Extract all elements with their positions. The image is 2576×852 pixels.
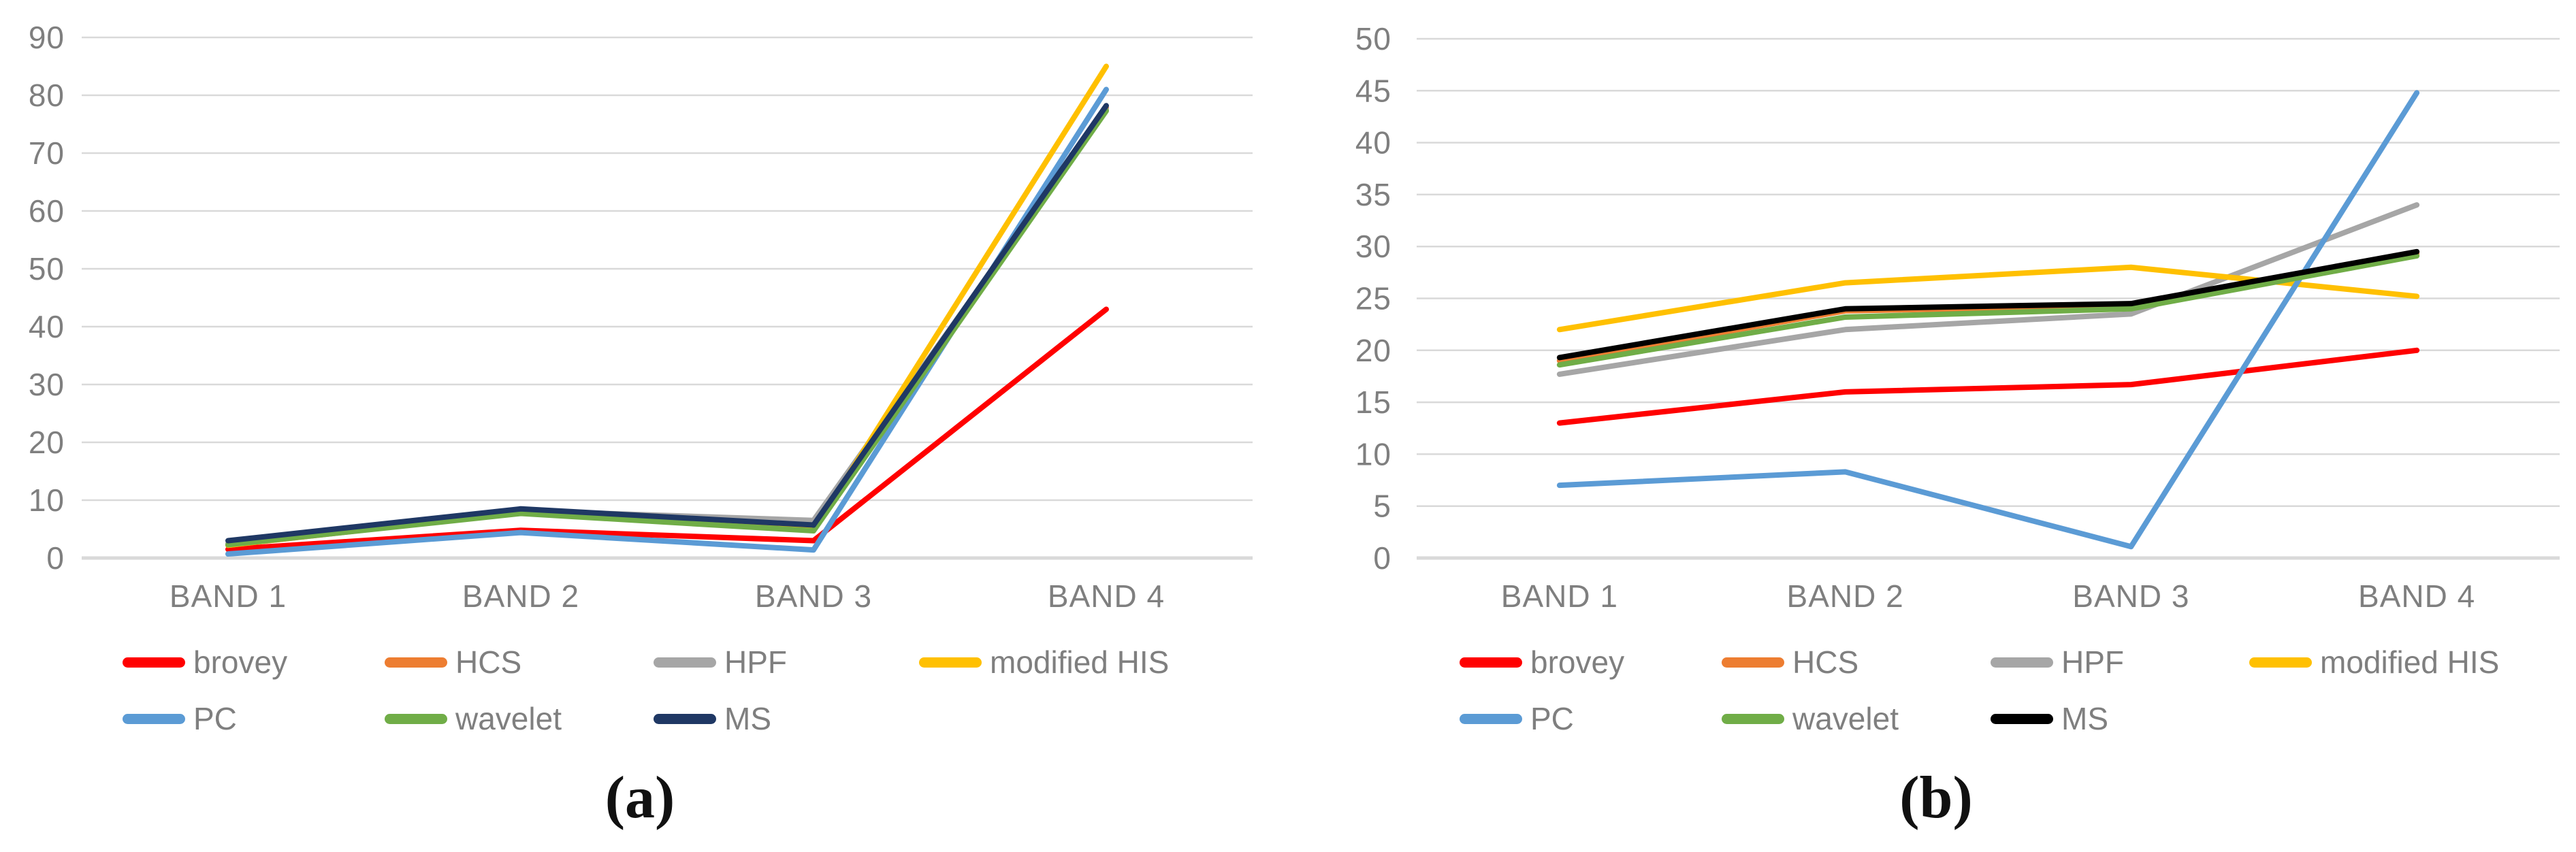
series-line-brovey	[1556, 347, 2420, 426]
legend-label: HPF	[724, 644, 787, 680]
legend-item-brovey: brovey	[123, 644, 287, 680]
legend-item-MS: MS	[654, 701, 771, 736]
x-category-label: BAND 1	[1501, 578, 1618, 614]
legend-label: modified HIS	[990, 644, 1170, 680]
y-tick-label: 20	[29, 425, 65, 460]
legend-label: modified HIS	[2320, 644, 2500, 680]
series-line-MS	[225, 103, 1109, 544]
legend-item-HPF: HPF	[654, 644, 787, 680]
legend-label: wavelet	[1792, 701, 1899, 736]
legend-item-brovey: brovey	[1460, 644, 1624, 680]
chart-panel-b: 0 5 10 15 20 25 30 35 40 45 50 BAND 1 BAND 2 BAND 3 BA…	[1296, 0, 2576, 852]
legend-item-wavelet: wavelet	[385, 701, 562, 736]
legend-item-modified-HIS: modified HIS	[2249, 644, 2499, 680]
series-line-brovey	[225, 306, 1109, 553]
x-category-label: BAND 2	[462, 578, 579, 614]
y-tick-label: 0	[1373, 540, 1391, 576]
y-tick-label: 15	[1355, 384, 1391, 420]
legend-label: HCS	[455, 644, 522, 680]
legend-item-MS: MS	[1991, 701, 2108, 736]
legend-b: brovey HCS HPF modified HIS PC wavelet MS	[1296, 0, 2576, 734]
x-category-label: BAND 3	[755, 578, 872, 614]
y-tick-label: 25	[1355, 281, 1391, 316]
legend-label: MS	[724, 701, 771, 736]
series-line-modified-HIS	[225, 63, 1109, 548]
legend-swatch-brovey	[1460, 657, 1522, 668]
legend-a: brovey HCS HPF modified HIS PC wavelet MS	[0, 0, 1280, 734]
series-line-wavelet	[1556, 252, 2420, 368]
legend-swatch-HPF	[1991, 657, 2053, 668]
series-line-PC	[1556, 90, 2420, 550]
legend-swatch-PC	[123, 713, 185, 724]
legend-swatch-PC	[1460, 713, 1522, 724]
legend-swatch-wavelet	[385, 713, 447, 724]
legend-swatch-HPF	[654, 657, 716, 668]
y-tick-label: 50	[29, 251, 65, 286]
line-chart-b: 0 5 10 15 20 25 30 35 40 45 50 BAND 1 BAND 2 BAND 3 BA…	[1355, 21, 2560, 614]
x-category-label: BAND 1	[170, 578, 287, 614]
legend-label: PC	[1530, 701, 1574, 736]
legend-swatch-MS	[654, 713, 716, 724]
y-tick-label: 40	[29, 309, 65, 344]
legend-swatch-HCS	[385, 657, 447, 668]
y-tick-label: 80	[29, 78, 65, 113]
chart-panel-a: 0 10 20 30 40 50 60 70 80 90 BAND 1 BAND 2 BAND 3 BAN…	[0, 0, 1280, 852]
legend-item-HPF: HPF	[1991, 644, 2124, 680]
legend-swatch-brovey	[123, 657, 185, 668]
legend-item-HCS: HCS	[385, 644, 521, 680]
legend-label: brovey	[1530, 644, 1625, 680]
y-tick-label: 20	[1355, 333, 1391, 368]
legend-swatch-modified-HIS	[919, 657, 982, 668]
legend-item-PC: PC	[1460, 701, 1574, 736]
x-category-label: BAND 4	[2358, 578, 2475, 614]
legend-item-HCS: HCS	[1722, 644, 1858, 680]
y-tick-label: 5	[1373, 489, 1391, 524]
legend-label: wavelet	[455, 701, 562, 736]
series-line-wavelet	[225, 108, 1109, 548]
caption-b: (b)	[1899, 765, 1973, 831]
legend-label: HPF	[2061, 644, 2124, 680]
y-tick-label: 10	[29, 482, 65, 518]
x-category-label: BAND 3	[2072, 578, 2189, 614]
legend-swatch-MS	[1991, 713, 2053, 724]
y-tick-label: 30	[1355, 229, 1391, 264]
y-tick-label: 10	[1355, 436, 1391, 472]
legend-swatch-HCS	[1722, 657, 1784, 668]
series-line-PC	[225, 86, 1109, 557]
y-tick-label: 35	[1355, 177, 1391, 212]
caption-a: (a)	[605, 765, 675, 831]
legend-label: PC	[193, 701, 237, 736]
series-line-HPF	[1556, 202, 2420, 377]
legend-label: brovey	[193, 644, 288, 680]
y-tick-label: 40	[1355, 125, 1391, 161]
legend-item-modified-HIS: modified HIS	[919, 644, 1169, 680]
legend-swatch-wavelet	[1722, 713, 1784, 724]
legend-item-wavelet: wavelet	[1722, 701, 1899, 736]
legend-swatch-modified-HIS	[2249, 657, 2312, 668]
legend-label: HCS	[1792, 644, 1859, 680]
legend-item-PC: PC	[123, 701, 237, 736]
line-chart-a: 0 10 20 30 40 50 60 70 80 90 BAND 1 BAND 2 BAND 3 BAN…	[29, 20, 1253, 614]
y-tick-label: 50	[1355, 21, 1391, 56]
y-tick-label: 60	[29, 193, 65, 229]
y-tick-label: 70	[29, 135, 65, 171]
series-line-MS	[1556, 248, 2420, 361]
y-tick-label: 30	[29, 367, 65, 402]
y-tick-label: 90	[29, 20, 65, 55]
x-category-label: BAND 4	[1048, 578, 1165, 614]
y-tick-label: 45	[1355, 73, 1391, 108]
legend-label: MS	[2061, 701, 2108, 736]
x-category-label: BAND 2	[1787, 578, 1904, 614]
y-tick-label: 0	[46, 540, 65, 576]
